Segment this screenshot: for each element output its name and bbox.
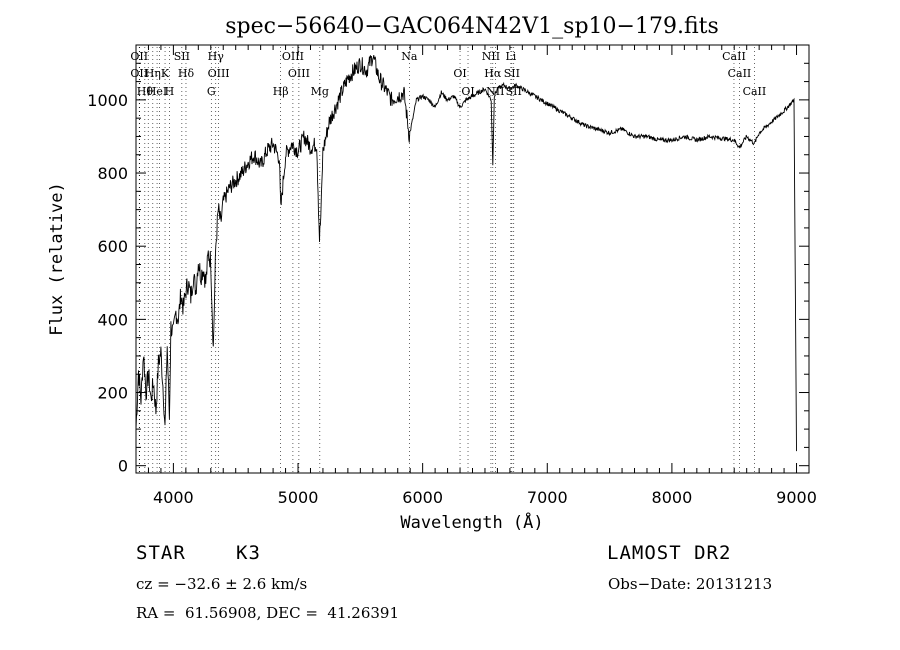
spectral-line-label: HeI (147, 85, 167, 98)
spectral-line-label: Mg (311, 85, 329, 98)
object-class: STAR (136, 542, 186, 564)
spectral-line-label: OIII (282, 50, 304, 63)
chart-title: spec−56640−GAC064N42V1_sp10−179.fits (225, 14, 719, 39)
y-axis: 0 200 400 600 800 1000 (87, 44, 809, 476)
spectral-line-label: Hβ (273, 85, 289, 98)
spectral-line-label: Li (505, 50, 516, 63)
plot-frame (135, 44, 810, 474)
spectral-line-label: Hθ (137, 85, 154, 98)
x-tick-label: 8000 (652, 488, 693, 507)
spectral-line-label: OI (453, 67, 466, 80)
survey-name: LAMOST DR2 (607, 542, 732, 564)
spectral-line-labels: OIIOIIHθHηHeIKHSIIHδGHγOIIIHβOIIIOIIIMgN… (130, 50, 766, 98)
spectrum-line (135, 55, 797, 452)
spectral-line-label: CaII (728, 67, 752, 80)
spectral-line-label: SII (174, 50, 190, 63)
spectral-line-label: G (207, 85, 216, 98)
spectral-line-label: Hγ (208, 50, 225, 63)
x-tick-label: 6000 (402, 488, 443, 507)
spectral-line-markers (138, 47, 755, 473)
spectral-line-label: OIII (288, 67, 310, 80)
y-tick-label: 800 (97, 164, 128, 183)
spectral-line-label: Hα (484, 67, 502, 80)
x-axis: 4000 5000 6000 7000 8000 9000 (147, 45, 817, 507)
y-axis-label: Flux (relative) (47, 182, 67, 336)
y-tick-label: 400 (97, 310, 128, 329)
object-subclass: K3 (236, 542, 261, 564)
redshift-cz: cz = −32.6 ± 2.6 km/s (136, 575, 308, 593)
x-tick-label: 4000 (153, 488, 194, 507)
spectral-line-label: H (165, 85, 175, 98)
spectral-line-label: K (161, 67, 170, 80)
spectral-line-label: CaII (722, 50, 746, 63)
observation-date: Obs−Date: 20131213 (608, 575, 773, 593)
x-tick-label: 7000 (527, 488, 568, 507)
spectral-line-label: Hη (145, 67, 161, 80)
spectral-line-label: Na (401, 50, 418, 63)
spectral-line-label: NII (482, 50, 500, 63)
coordinates: RA = 61.56908, DEC = 41.26391 (136, 604, 400, 622)
spectral-line-label: CaII (743, 85, 767, 98)
spectral-line-label: OIII (208, 67, 230, 80)
spectral-line-label: Hδ (178, 67, 195, 80)
y-tick-label: 1000 (87, 91, 128, 110)
spectral-line-label: SII (504, 67, 520, 80)
spectral-line-label: OII (130, 67, 148, 80)
spectral-line-label: OII (130, 50, 148, 63)
y-tick-label: 600 (97, 237, 128, 256)
x-tick-label: 5000 (278, 488, 319, 507)
y-tick-label: 200 (97, 384, 128, 403)
x-tick-label: 9000 (776, 488, 817, 507)
y-tick-label: 0 (118, 457, 128, 476)
x-axis-label: Wavelength (Å) (400, 511, 543, 533)
